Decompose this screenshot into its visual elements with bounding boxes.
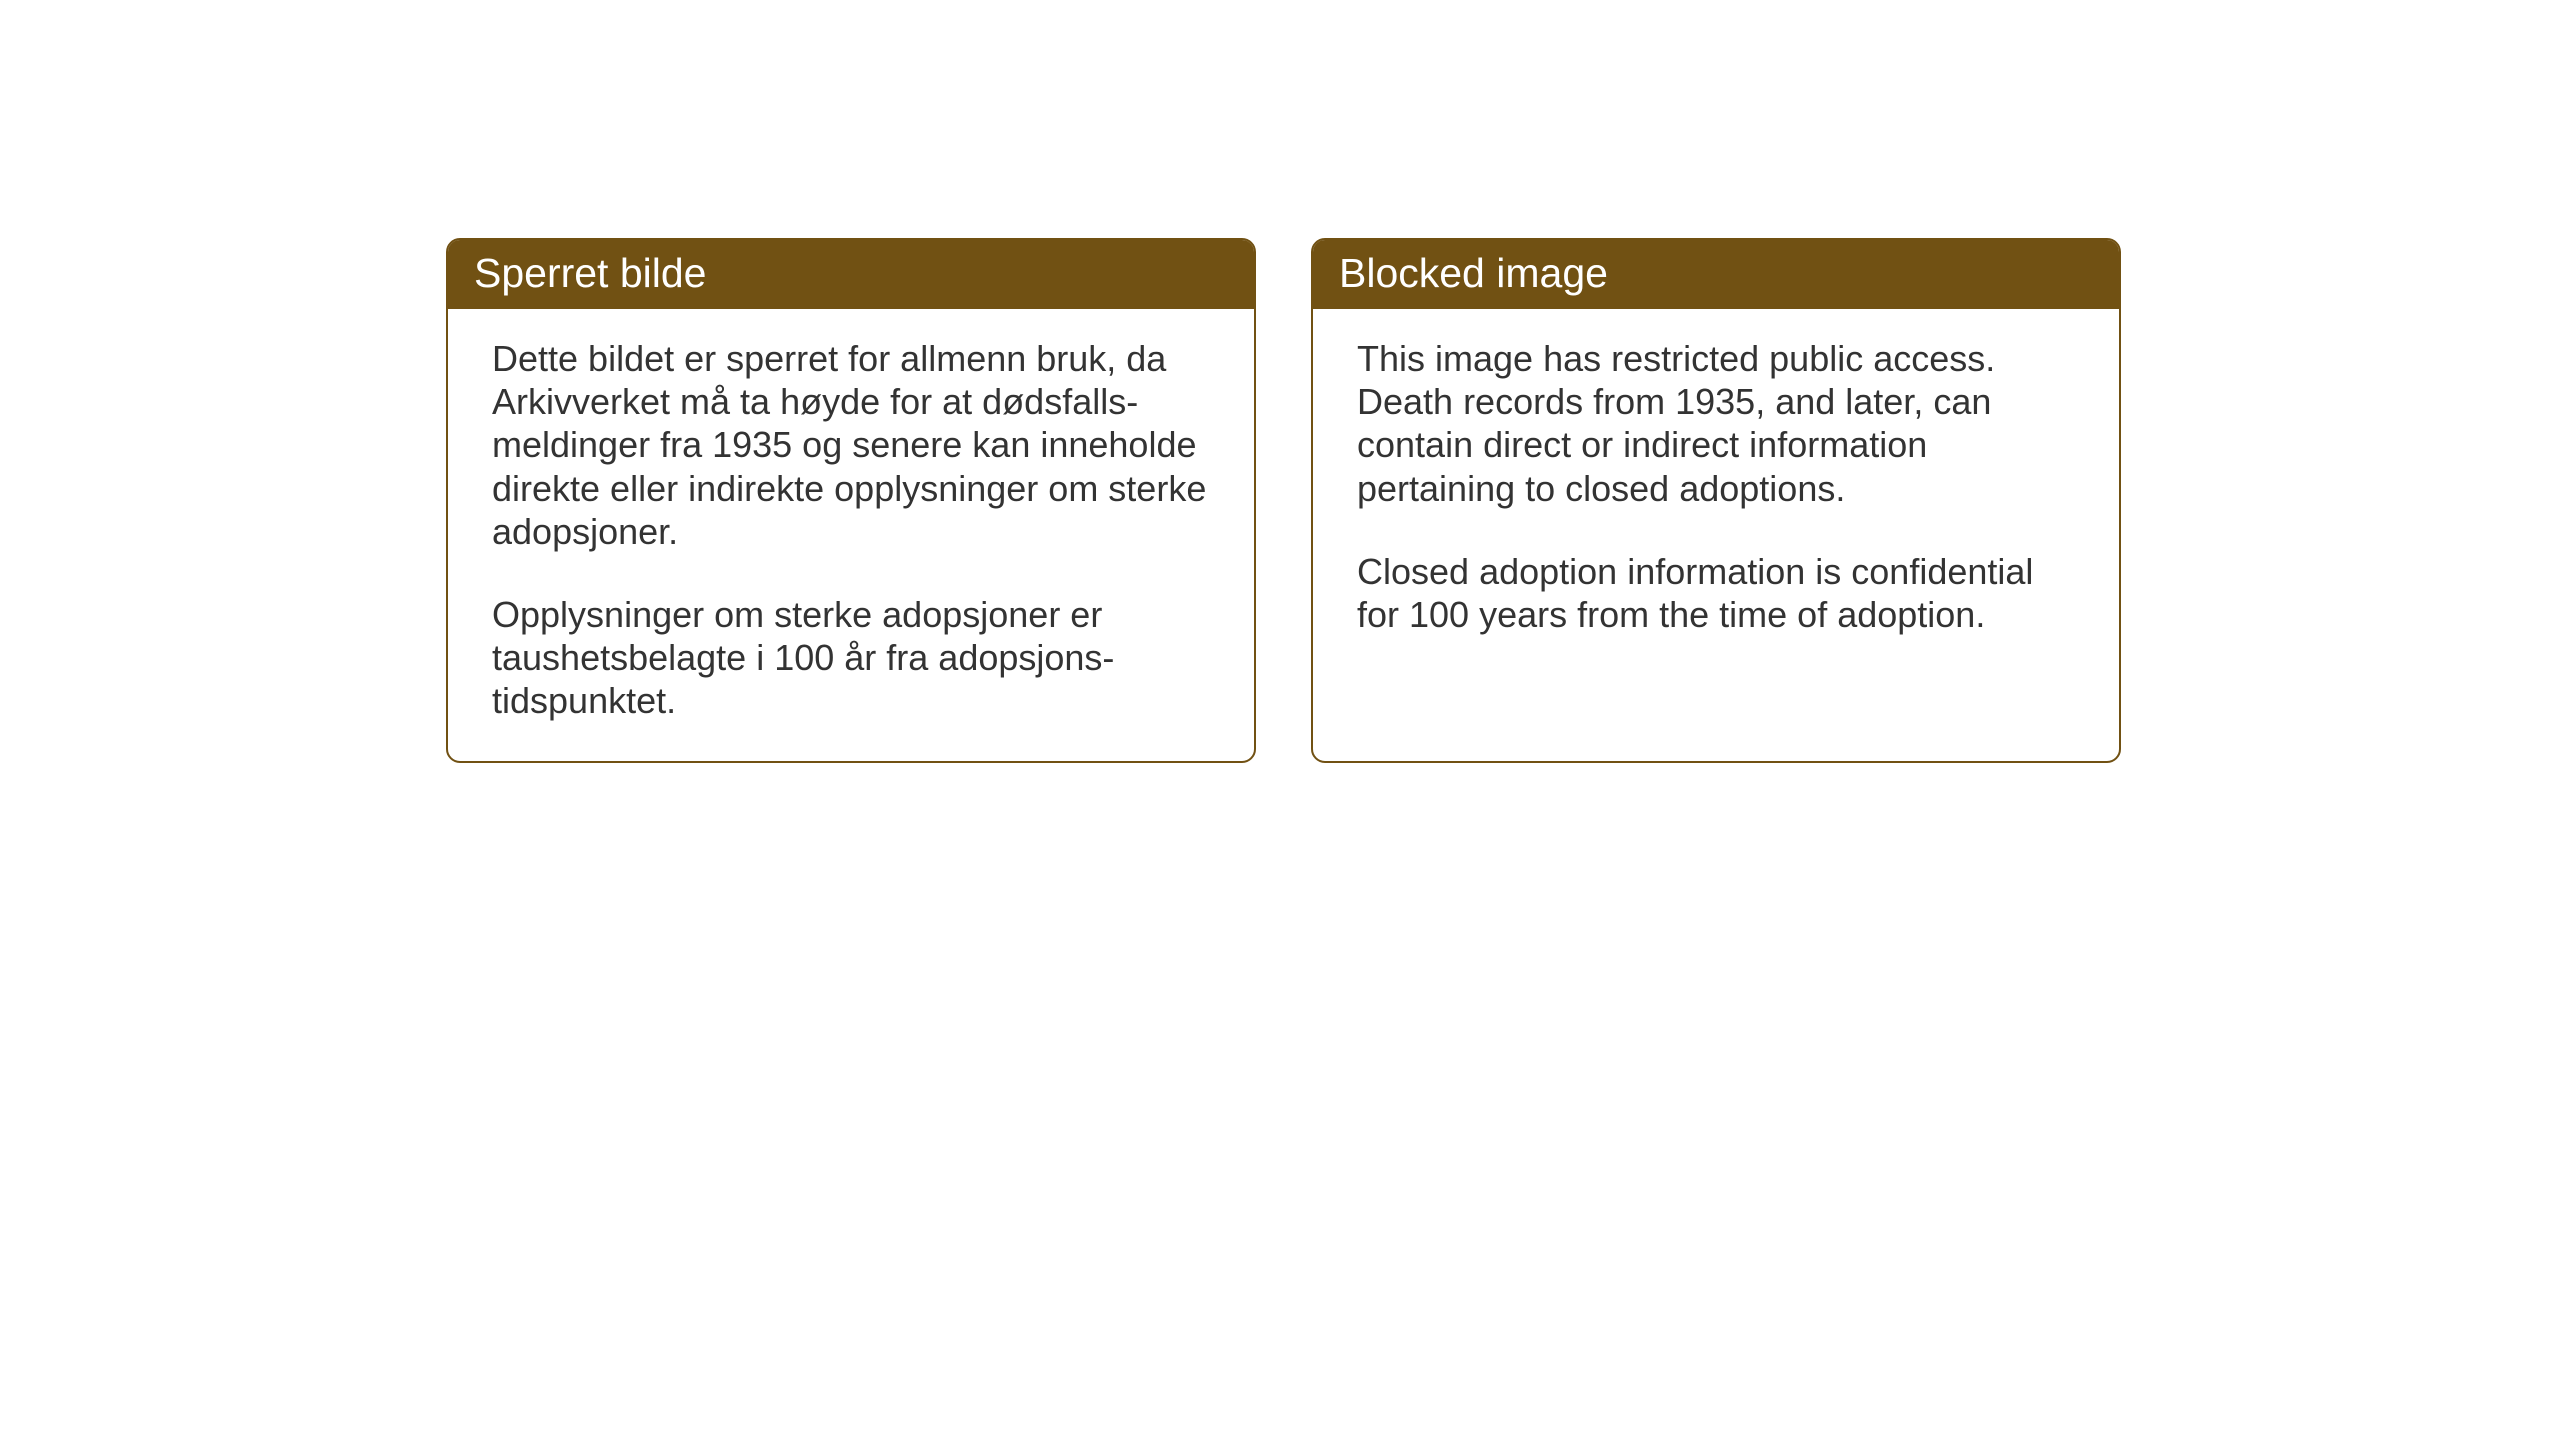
card-body-norwegian: Dette bildet er sperret for allmenn bruk… bbox=[448, 309, 1254, 759]
card-header-english: Blocked image bbox=[1313, 240, 2119, 309]
card-paragraph-2-english: Closed adoption information is confident… bbox=[1357, 550, 2075, 636]
card-body-english: This image has restricted public access.… bbox=[1313, 309, 2119, 761]
card-paragraph-1-english: This image has restricted public access.… bbox=[1357, 337, 2075, 510]
card-title-norwegian: Sperret bilde bbox=[474, 250, 706, 296]
card-paragraph-1-norwegian: Dette bildet er sperret for allmenn bruk… bbox=[492, 337, 1210, 553]
notice-card-norwegian: Sperret bilde Dette bildet er sperret fo… bbox=[446, 238, 1256, 763]
card-header-norwegian: Sperret bilde bbox=[448, 240, 1254, 309]
notice-container: Sperret bilde Dette bildet er sperret fo… bbox=[446, 238, 2121, 763]
card-paragraph-2-norwegian: Opplysninger om sterke adopsjoner er tau… bbox=[492, 593, 1210, 723]
card-title-english: Blocked image bbox=[1339, 250, 1608, 296]
notice-card-english: Blocked image This image has restricted … bbox=[1311, 238, 2121, 763]
